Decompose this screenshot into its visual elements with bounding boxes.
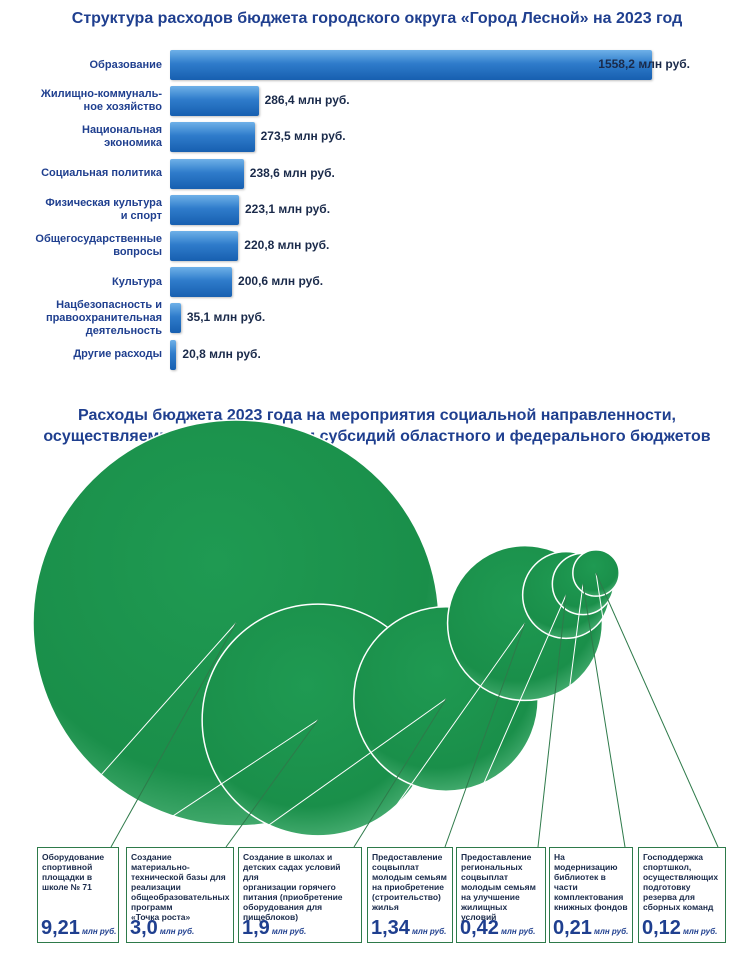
- subsidy-box: Предоставление региональных соцвыплат молод…: [456, 847, 546, 943]
- bar-mark: [170, 231, 239, 261]
- subsidy-label: На модернизацию библиотек в части комплект…: [554, 852, 628, 912]
- subsidy-box: Создание материально-технической базы дл…: [126, 847, 234, 943]
- expense-bar-chart: Образование 1558,2 млн руб. Жилищно-коммун…: [0, 0, 754, 400]
- subsidy-value-unit: млн руб.: [682, 927, 718, 936]
- subsidy-value-number: 1,9: [242, 917, 270, 939]
- subsidy-box: Предоставление соцвыплат молодым семьям на …: [367, 847, 453, 943]
- subsidy-value-unit: млн руб.: [271, 927, 307, 936]
- subsidy-label: Предоставление соцвыплат молодым семьям на …: [372, 852, 447, 912]
- bar-value-label: 1558,2 млн руб.: [598, 57, 690, 71]
- bar-category-label: Национальная экономика: [82, 124, 162, 150]
- bar-category-label: Другие расходы: [73, 348, 162, 361]
- bar-mark: [170, 158, 244, 189]
- bar-value-label: 35,1 млн руб.: [186, 310, 266, 325]
- subsidy-box: Оборудование спортивной площадки в школе № …: [37, 847, 119, 943]
- bar-category-label: Общегосударственные вопросы: [35, 233, 162, 258]
- subsidy-value-unit: млн руб.: [500, 927, 536, 936]
- subsidy-value-number: 9,21: [41, 917, 80, 939]
- bar-category-label: Физическая культура и спорт: [45, 196, 162, 222]
- bubble-leader-line-inner: [595, 572, 686, 848]
- bubble-leader-line: [582, 583, 626, 848]
- bubble-leader-line: [444, 622, 526, 848]
- subsidy-value-unit: млн руб.: [159, 927, 195, 936]
- bar-value-label: 273,5 млн руб.: [260, 129, 346, 144]
- subsidy-value-unit: млн руб.: [593, 927, 629, 936]
- bar-mark: [170, 303, 181, 334]
- bar-category-label: Жилищно-коммуналь-ное хозяйство: [40, 88, 162, 114]
- bar-value-label: 238,6 млн руб.: [249, 165, 335, 180]
- subsidy-label: Оборудование спортивной площадки в школе № …: [42, 852, 105, 892]
- bar-chart-title: Структура расходов бюджета городского ок…: [71, 10, 683, 27]
- subsidy-value-unit: млн руб.: [81, 927, 117, 936]
- bar-value-label: 20,8 млн руб.: [182, 346, 261, 361]
- subsidy-value-unit: млн руб.: [411, 927, 447, 936]
- bar-mark: [170, 339, 177, 370]
- bar-value-label: 286,4 млн руб.: [264, 93, 350, 108]
- subsidy-box: Создание в школах и детских садах условий…: [238, 847, 362, 943]
- bar-value-label: 223,1 млн руб.: [245, 201, 331, 216]
- bar-value-label: 220,8 млн руб.: [244, 238, 330, 252]
- bar-mark: [170, 194, 239, 225]
- bar-category-label: Культура: [112, 275, 162, 288]
- bar-value-label: 200,6 млн руб.: [238, 274, 324, 289]
- bar-mark: [170, 86, 259, 117]
- subsidy-value: 1,9 млн руб.: [242, 917, 306, 940]
- bubble-leader-line: [595, 572, 719, 848]
- bar-mark: [170, 267, 233, 298]
- subsidy-value: 9,21 млн руб.: [41, 917, 116, 940]
- bubble-leader-line: [537, 594, 567, 848]
- subsidy-value: 0,12 млн руб.: [642, 917, 717, 940]
- bubble-leader-line: [225, 719, 319, 848]
- subsidy-label: Предоставление региональных соцвыплат молод…: [461, 852, 536, 922]
- bubble-leader-line: [110, 622, 237, 848]
- subsidy-label: Господдержка спортшкол, осуществляющих подг…: [643, 852, 719, 912]
- subsidy-value-number: 3,0: [130, 917, 158, 939]
- subsidy-value: 0,21 млн руб.: [553, 917, 628, 940]
- bubble-leader-line: [353, 698, 447, 848]
- subsidy-label: Создание материально-технической базы дл…: [131, 852, 230, 922]
- subsidy-value: 1,34 млн руб.: [371, 917, 446, 940]
- subsidy-value-number: 0,21: [553, 917, 592, 939]
- subsidy-value: 0,42 млн руб.: [460, 917, 535, 940]
- bar-mark: [170, 50, 652, 80]
- subsidy-box: На модернизацию библиотек в части комплект…: [549, 847, 633, 943]
- subsidy-value-number: 0,42: [460, 917, 499, 939]
- bar-category-label: Образование: [89, 58, 163, 71]
- subsidy-label: Создание в школах и детских садах условий…: [243, 852, 343, 922]
- subsidy-box: Господдержка спортшкол, осуществляющих подг…: [638, 847, 726, 943]
- subsidy-value-number: 1,34: [371, 917, 410, 939]
- subsidy-value: 3,0 млн руб.: [130, 917, 194, 940]
- bar-category-label: Социальная политика: [41, 167, 162, 180]
- bar-category-label: Нацбезопасность и правоохранительная деяте…: [45, 298, 162, 337]
- subsidy-value-number: 0,12: [642, 917, 681, 939]
- bar-mark: [170, 122, 255, 153]
